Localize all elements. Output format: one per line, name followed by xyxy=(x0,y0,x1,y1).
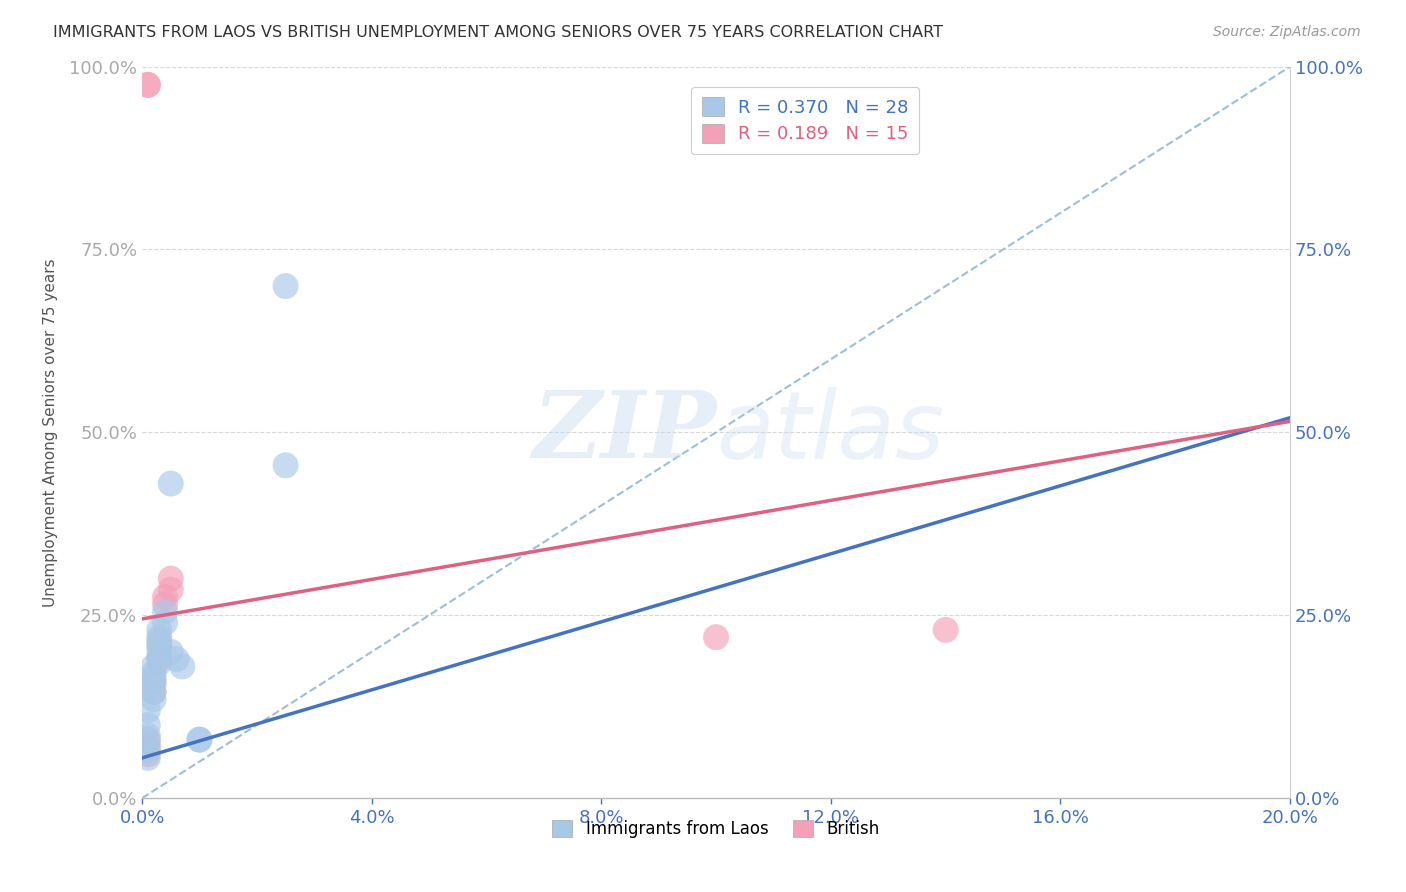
Point xyxy=(166,652,188,666)
Point xyxy=(136,703,159,717)
Point xyxy=(142,674,165,689)
Point xyxy=(148,623,170,637)
Point xyxy=(136,751,159,765)
Point xyxy=(142,685,165,699)
Point xyxy=(148,656,170,670)
Point xyxy=(148,630,170,644)
Text: IMMIGRANTS FROM LAOS VS BRITISH UNEMPLOYMENT AMONG SENIORS OVER 75 YEARS CORRELA: IMMIGRANTS FROM LAOS VS BRITISH UNEMPLOY… xyxy=(53,25,943,40)
Point xyxy=(188,732,211,747)
Point xyxy=(148,641,170,656)
Point xyxy=(142,666,165,681)
Point xyxy=(136,78,159,92)
Point xyxy=(935,623,957,637)
Text: Source: ZipAtlas.com: Source: ZipAtlas.com xyxy=(1213,25,1361,39)
Text: atlas: atlas xyxy=(716,387,945,478)
Point xyxy=(274,279,297,293)
Point xyxy=(148,633,170,648)
Point xyxy=(142,670,165,684)
Point xyxy=(142,678,165,692)
Point xyxy=(148,648,170,663)
Point xyxy=(136,743,159,757)
Legend: Immigrants from Laos, British: Immigrants from Laos, British xyxy=(546,814,887,845)
Point xyxy=(153,590,176,604)
Point xyxy=(136,736,159,750)
Point xyxy=(136,78,159,92)
Point xyxy=(148,652,170,666)
Point xyxy=(153,605,176,619)
Point xyxy=(172,659,194,673)
Point xyxy=(274,458,297,473)
Point xyxy=(136,729,159,743)
Point xyxy=(159,645,181,659)
Point xyxy=(153,615,176,630)
Text: ZIP: ZIP xyxy=(531,387,716,477)
Point xyxy=(142,659,165,673)
Point xyxy=(142,692,165,706)
Point xyxy=(159,476,181,491)
Point xyxy=(153,597,176,611)
Point xyxy=(704,630,727,644)
Point xyxy=(136,747,159,762)
Point xyxy=(136,739,159,754)
Point xyxy=(142,685,165,699)
Point xyxy=(136,718,159,732)
Point xyxy=(136,732,159,747)
Point xyxy=(188,732,211,747)
Point xyxy=(159,582,181,597)
Y-axis label: Unemployment Among Seniors over 75 years: Unemployment Among Seniors over 75 years xyxy=(44,258,58,607)
Point xyxy=(148,638,170,652)
Point xyxy=(159,572,181,586)
